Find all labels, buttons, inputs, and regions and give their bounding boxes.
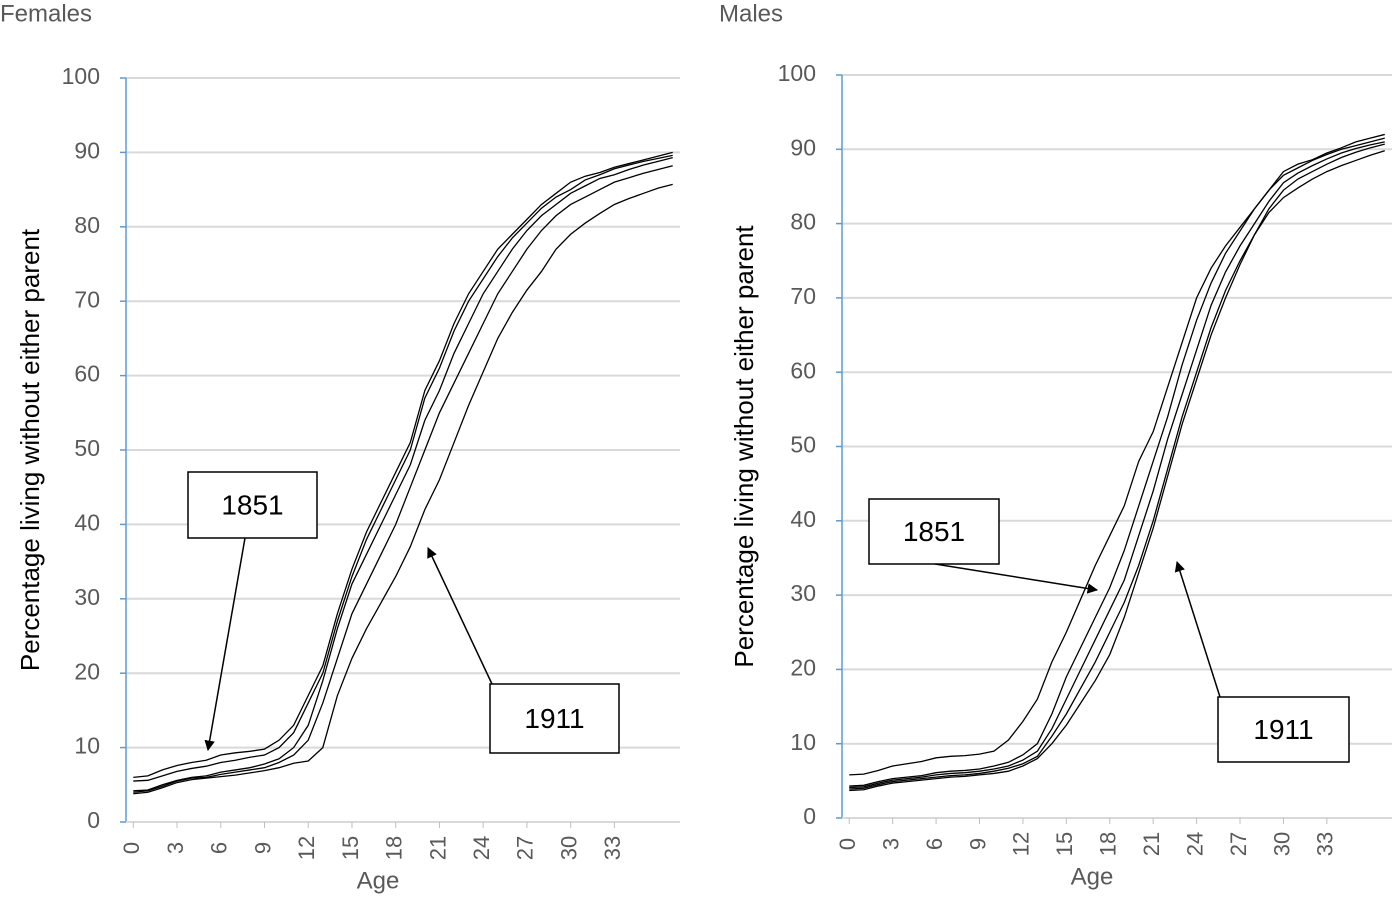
y-tick-label: 10 <box>790 729 816 755</box>
x-tick-label: 0 <box>119 842 144 854</box>
annotation-arrow <box>934 563 1099 594</box>
x-tick-label: 27 <box>513 836 538 860</box>
series-line <box>849 143 1385 790</box>
y-tick-label: 40 <box>74 509 100 535</box>
x-axis-label: Age <box>1071 863 1114 890</box>
annotation-label: 1911 <box>524 703 584 734</box>
x-tick-label: 24 <box>469 836 494 860</box>
y-axis-label: Percentage living without either parent <box>15 228 45 671</box>
x-tick-label: 3 <box>878 838 903 850</box>
y-tick-label: 60 <box>790 357 816 383</box>
series-line <box>133 154 673 782</box>
x-tick-label: 6 <box>922 838 947 850</box>
x-tick-label: 24 <box>1182 832 1207 856</box>
annotation-box <box>187 471 318 539</box>
y-tick-label: 60 <box>74 361 100 387</box>
annotation-box <box>489 683 620 754</box>
x-tick-label: 18 <box>1096 832 1121 856</box>
y-tick-label: 100 <box>778 60 816 86</box>
series-line <box>133 165 673 793</box>
y-tick-label: 10 <box>74 733 100 759</box>
x-tick-label: 0 <box>835 838 860 850</box>
series-line <box>849 137 1385 787</box>
x-tick-label: 27 <box>1226 832 1251 856</box>
x-tick-label: 6 <box>207 842 232 854</box>
y-tick-label: 90 <box>790 134 816 160</box>
x-tick-label: 12 <box>294 836 319 860</box>
series-line <box>849 141 1385 789</box>
y-tick-label: 20 <box>74 658 100 684</box>
annotation-arrow <box>204 537 246 752</box>
x-tick-label: 15 <box>1052 832 1077 856</box>
series-line <box>849 133 1385 776</box>
x-tick-label: 15 <box>338 836 363 860</box>
x-tick-label: 33 <box>1313 832 1338 856</box>
series-line <box>133 151 673 779</box>
x-tick-label: 30 <box>556 836 581 860</box>
y-tick-label: 30 <box>74 584 100 610</box>
y-tick-label: 40 <box>790 506 816 532</box>
series-line <box>133 156 673 792</box>
annotation-label: 1911 <box>1253 714 1313 745</box>
x-tick-label: 30 <box>1269 832 1294 856</box>
series-line <box>133 183 673 795</box>
y-tick-label: 50 <box>790 432 816 458</box>
y-tick-label: 0 <box>87 807 100 833</box>
y-tick-label: 70 <box>74 286 100 312</box>
y-tick-label: 30 <box>790 580 816 606</box>
annotation-box <box>868 498 1000 565</box>
y-tick-label: 100 <box>62 63 100 89</box>
annotation-box <box>1217 696 1350 763</box>
x-tick-label: 9 <box>965 838 990 850</box>
panel-title: Males <box>719 0 783 27</box>
panel: Females 0 10 20 30 40 50 60 70 80 90 100 0 3 6 9 12 15 18 2… <box>0 0 680 894</box>
y-tick-label: 50 <box>74 435 100 461</box>
series-line <box>849 150 1385 792</box>
x-tick-label: 18 <box>382 836 407 860</box>
x-tick-label: 3 <box>163 842 188 854</box>
x-tick-label: 33 <box>600 836 625 860</box>
y-tick-label: 80 <box>790 209 816 235</box>
x-tick-label: 21 <box>1139 832 1164 856</box>
y-tick-label: 90 <box>74 137 100 163</box>
x-tick-label: 21 <box>425 836 450 860</box>
annotation-label: 1851 <box>903 516 965 547</box>
x-axis-label: Age <box>357 867 400 894</box>
annotation-arrow <box>1174 560 1221 698</box>
annotation-label: 1851 <box>221 489 283 520</box>
y-tick-label: 0 <box>803 803 816 829</box>
x-tick-label: 12 <box>1009 832 1034 856</box>
annotation-arrow <box>427 547 493 685</box>
y-axis-label: Percentage living without either parent <box>729 225 759 668</box>
panel: Males 0 10 20 30 40 50 60 70 80 90 100 0 3 6 9 12 15 18 21 2… <box>719 0 1392 890</box>
y-tick-label: 70 <box>790 283 816 309</box>
y-tick-label: 20 <box>790 654 816 680</box>
y-tick-label: 80 <box>74 212 100 238</box>
x-tick-label: 9 <box>250 842 275 854</box>
panel-title: Females <box>0 0 92 27</box>
